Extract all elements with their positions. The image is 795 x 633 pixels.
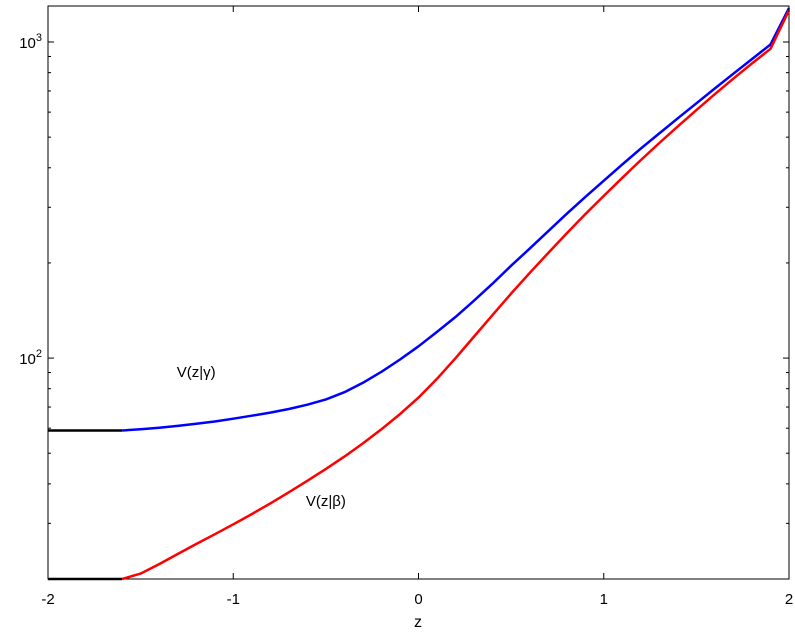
curve-label-0: V(z|γ)	[177, 364, 216, 381]
y-tick-label: 103	[19, 32, 42, 52]
x-tick-label: -2	[41, 591, 54, 608]
annotation-layer: V(z|γ) V(z|β)	[177, 364, 346, 510]
tick-layer: -2 -1 0 1 2 102 103	[19, 6, 793, 608]
x-axis-title: z	[414, 614, 422, 631]
x-tick-label: 1	[600, 591, 608, 608]
series-0-line	[122, 7, 791, 432]
x-tick-label: -1	[227, 591, 240, 608]
y-tick-label: 102	[19, 348, 42, 368]
series-layer	[48, 7, 791, 581]
curve-label-1: V(z|β)	[306, 493, 346, 510]
plot-frame	[47, 5, 790, 580]
x-tick-label: 0	[414, 591, 422, 608]
series-1-line	[121, 9, 791, 581]
x-tick-label: 2	[785, 591, 793, 608]
